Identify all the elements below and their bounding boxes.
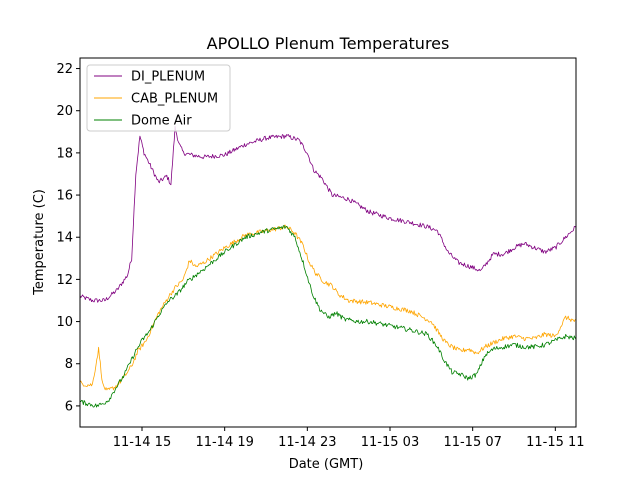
y-tick-label: 22 bbox=[56, 62, 73, 77]
x-tick-label: 11-15 11 bbox=[526, 435, 584, 450]
legend-label-dome-air: Dome Air bbox=[131, 114, 192, 129]
y-tick-label: 18 bbox=[56, 146, 73, 161]
x-tick-label: 11-14 19 bbox=[195, 435, 253, 450]
legend: DI_PLENUM CAB_PLENUM Dome Air bbox=[86, 64, 231, 132]
y-tick-label: 8 bbox=[65, 357, 73, 372]
axes-frame bbox=[79, 57, 577, 428]
x-tick-label: 11-15 07 bbox=[443, 435, 501, 450]
y-tick-label: 10 bbox=[56, 315, 73, 330]
y-tick-label: 12 bbox=[56, 273, 73, 288]
y-tick-label: 14 bbox=[56, 231, 73, 246]
y-tick-label: 6 bbox=[65, 399, 73, 414]
series-line-cab-plenum bbox=[80, 224, 576, 391]
y-axis: 6 8 10 12 14 16 18 20 22 bbox=[56, 62, 80, 414]
y-tick-label: 16 bbox=[56, 189, 73, 204]
y-axis-label: Temperature (C) bbox=[32, 189, 47, 296]
legend-label-di-plenum: DI_PLENUM bbox=[131, 70, 205, 85]
y-tick-label: 20 bbox=[56, 104, 73, 119]
x-tick-label: 11-15 03 bbox=[361, 435, 419, 450]
series-layer bbox=[80, 125, 576, 408]
series-line-dome-air bbox=[80, 225, 576, 408]
x-axis-label: Date (GMT) bbox=[289, 457, 364, 472]
chart-title: APOLLO Plenum Temperatures bbox=[207, 34, 450, 53]
x-axis: 11-14 15 11-14 19 11-14 23 11-15 03 11-15 07… bbox=[113, 427, 585, 450]
x-tick-label: 11-14 23 bbox=[278, 435, 336, 450]
legend-label-cab-plenum: CAB_PLENUM bbox=[131, 92, 218, 107]
series-line-di-plenum bbox=[80, 125, 576, 303]
legend-box bbox=[86, 64, 231, 132]
x-tick-label: 11-14 15 bbox=[113, 435, 171, 450]
